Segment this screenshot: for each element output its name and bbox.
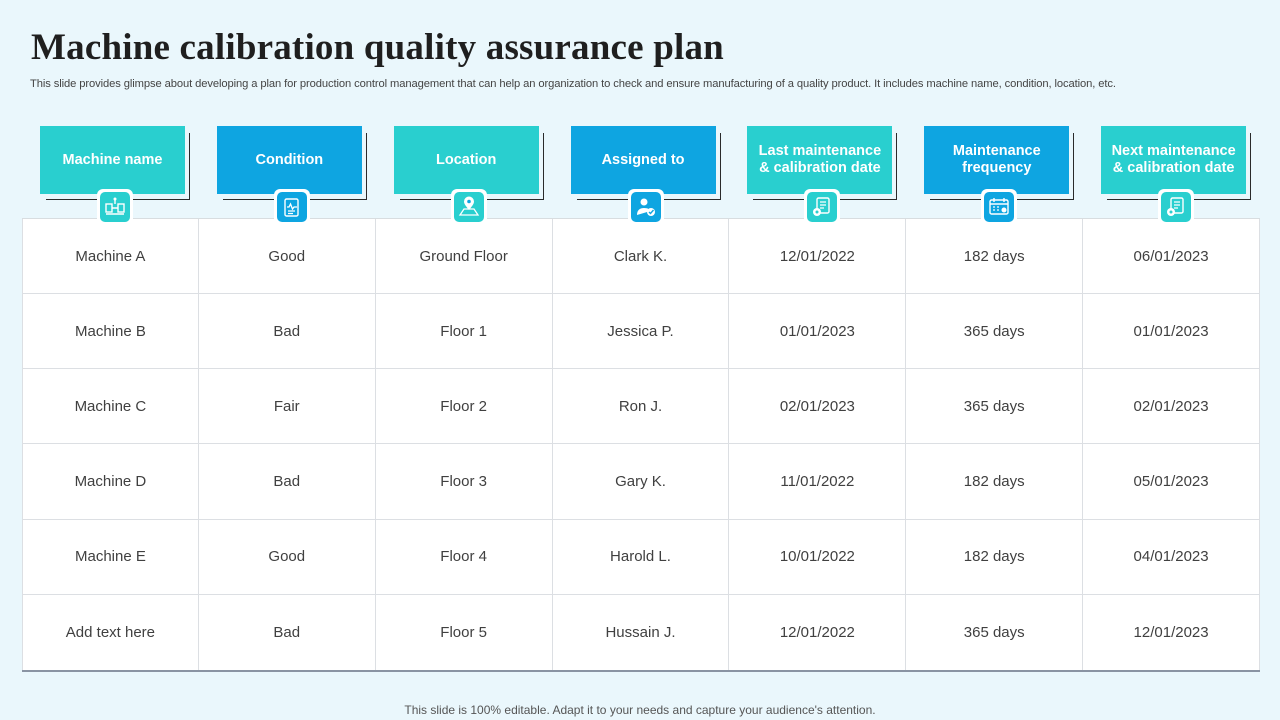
- table-cell: Floor 3: [375, 444, 553, 520]
- table-cell: 01/01/2023: [729, 294, 907, 370]
- table-cell: 365 days: [906, 294, 1084, 370]
- machine-icon: [100, 192, 130, 222]
- table-cell: Hussain J.: [553, 594, 730, 670]
- table-cell: Bad: [198, 444, 376, 520]
- table-cell: 11/01/2022: [729, 444, 907, 520]
- table-cell: Floor 1: [375, 294, 553, 370]
- table-cell: Good: [198, 219, 376, 295]
- page-subtitle: This slide provides glimpse about develo…: [30, 78, 1116, 90]
- table-cell: Floor 2: [375, 369, 553, 445]
- column-header-2: Condition: [199, 126, 376, 230]
- column-header-6: Maintenance frequency: [906, 126, 1083, 230]
- table-cell: Machine D: [22, 444, 199, 520]
- table-cell: Machine B: [22, 294, 199, 370]
- footer-note: This slide is 100% editable. Adapt it to…: [404, 703, 876, 717]
- header-icon-badge: [450, 189, 487, 225]
- column-header-3: Location: [376, 126, 553, 230]
- header-label: Machine name: [40, 126, 185, 194]
- header-label: Last maintenance & calibration date: [747, 126, 893, 194]
- column-header-4: Assigned to: [553, 126, 730, 230]
- table-cell: Clark K.: [552, 219, 730, 295]
- table-cell: Floor 5: [376, 594, 553, 670]
- table-cell: Floor 4: [375, 519, 553, 595]
- table-cell: 365 days: [906, 369, 1084, 445]
- clipboard-pulse-icon: [276, 192, 307, 222]
- table-body: Machine A Good Ground Floor Clark K. 12/01/2…: [22, 219, 1260, 670]
- table-cell: Harold L.: [552, 519, 730, 595]
- header-icon-badge: [981, 189, 1018, 225]
- table-cell: Good: [198, 519, 376, 595]
- table-header: Machine name Condition Location Assigned to…: [22, 126, 1260, 230]
- header-label: Next maintenance & calibration date: [1101, 126, 1247, 194]
- table-cell: 01/01/2023: [1083, 294, 1260, 370]
- table-cell: 12/01/2023: [1083, 594, 1260, 670]
- header-label: Condition: [216, 126, 362, 194]
- table-cell: 12/01/2022: [729, 219, 907, 295]
- table-cell: Fair: [198, 369, 376, 445]
- table-cell: 04/01/2023: [1083, 519, 1260, 595]
- table-cell: Jessica P.: [552, 294, 730, 370]
- header-icon-badge: [804, 189, 841, 225]
- table-cell: Ron J.: [552, 369, 730, 445]
- checklist-gear-icon: [807, 192, 838, 222]
- table-cell: 182 days: [906, 519, 1084, 595]
- column-header-5: Last maintenance & calibration date: [729, 126, 906, 230]
- map-pin-icon: [453, 192, 484, 222]
- user-check-icon: [630, 192, 661, 222]
- table-cell: Machine A: [22, 219, 199, 295]
- table-cell: Add text here: [22, 594, 199, 670]
- header-icon-badge: [1158, 189, 1195, 225]
- data-table: Machine A Good Ground Floor Clark K. 12/01/2…: [22, 218, 1260, 672]
- table-cell: Gary K.: [552, 444, 730, 520]
- table-cell: 02/01/2023: [1083, 369, 1260, 445]
- header-label: Assigned to: [570, 126, 716, 194]
- table-cell: Ground Floor: [375, 219, 553, 295]
- table-cell: Bad: [198, 294, 376, 370]
- table-cell: 02/01/2023: [729, 369, 907, 445]
- column-header-1: Machine name: [22, 126, 199, 230]
- table-cell: 182 days: [906, 219, 1084, 295]
- table-cell: 365 days: [906, 594, 1084, 670]
- header-label: Location: [393, 126, 539, 194]
- table-cell: 182 days: [906, 444, 1084, 520]
- header-label: Maintenance frequency: [924, 126, 1070, 194]
- header-icon-badge: [627, 189, 664, 225]
- table-cell: 06/01/2023: [1083, 219, 1260, 295]
- page-title: Machine calibration quality assurance pl…: [31, 27, 724, 68]
- table-cell: 10/01/2022: [729, 519, 907, 595]
- table-cell: Machine E: [22, 519, 199, 595]
- checklist-gear-icon: [1161, 192, 1192, 222]
- header-icon-badge: [273, 189, 310, 225]
- table-cell: Machine C: [22, 369, 199, 445]
- calendar-gear-icon: [984, 192, 1015, 222]
- table-cell: 05/01/2023: [1083, 444, 1260, 520]
- table-cell: 12/01/2022: [729, 594, 907, 670]
- column-header-7: Next maintenance & calibration date: [1083, 126, 1260, 230]
- table-cell: Bad: [199, 594, 376, 670]
- header-icon-badge: [97, 189, 133, 225]
